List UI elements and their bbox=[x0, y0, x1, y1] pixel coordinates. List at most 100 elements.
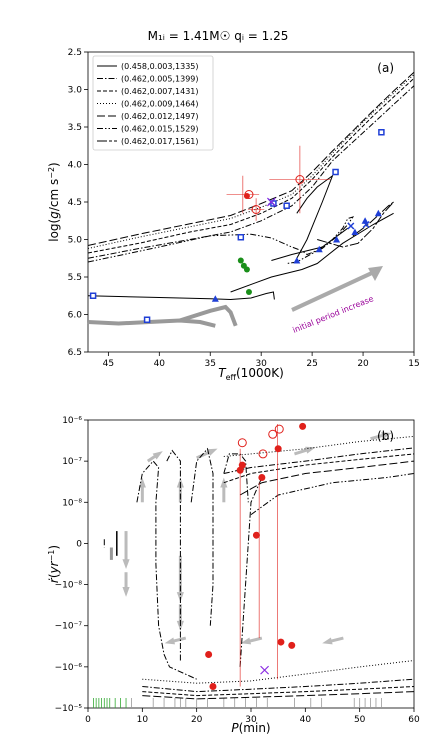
panel-b-red-point bbox=[258, 474, 266, 482]
panel-b-ytick-label: −10⁻⁶ bbox=[55, 663, 83, 673]
panel-b: 0 10 20 30 40 50 60 −10⁻⁵ −10⁻⁶ −10⁻⁷ −10⁻⁸ 0 10⁻⁸ 10… bbox=[47, 416, 420, 735]
panel-b-rug bbox=[93, 698, 382, 708]
panel-b-red-point bbox=[209, 682, 217, 690]
panel-a-legend-entry: (0.462,0.009,1464) bbox=[121, 100, 199, 109]
panel-a-red-open-point bbox=[295, 175, 305, 184]
panel-b-track bbox=[223, 453, 415, 484]
panel-b-xtick-label: 50 bbox=[354, 715, 366, 725]
panel-a-green-point bbox=[245, 289, 252, 295]
panel-a-blue-square bbox=[237, 234, 245, 241]
panel-b-red-open-point bbox=[237, 438, 247, 448]
panel-b-red-open-point bbox=[258, 449, 268, 459]
panel-a-blue-triangle bbox=[374, 209, 382, 217]
panel-b-track bbox=[223, 447, 415, 474]
panel-b-tracks bbox=[103, 435, 415, 700]
panel-b-track bbox=[142, 686, 415, 697]
panel-a-legend-entry: (0.462,0.017,1561) bbox=[121, 137, 199, 146]
panel-b-red-point bbox=[299, 422, 307, 430]
panel-a-blue-square bbox=[283, 202, 290, 209]
panel-b-flow-arrowhead-icon bbox=[138, 477, 146, 488]
panel-a-ytick-label: 3.5 bbox=[68, 123, 82, 133]
panel-a-blue-square bbox=[378, 129, 385, 136]
period-increase-arrow bbox=[291, 266, 383, 312]
panel-b-flow-arrowhead-icon bbox=[122, 559, 130, 569]
panel-b-red-open-point bbox=[268, 429, 278, 439]
panel-a-ylabel: log(g/cm s−2) bbox=[47, 162, 61, 242]
panel-a-legend-entry: (0.462,0.007,1431) bbox=[121, 87, 199, 96]
panel-b-loop-track bbox=[136, 460, 197, 680]
panel-a-points bbox=[89, 129, 385, 323]
panel-a-red-open-point bbox=[251, 205, 261, 214]
arrow-head-icon bbox=[368, 266, 383, 281]
panel-b-xtick-label: 10 bbox=[137, 715, 149, 725]
panel-a-legend-entry: (0.458,0.003,1335) bbox=[121, 62, 199, 71]
panel-a-purple-cross bbox=[266, 197, 276, 207]
panel-a-legend-entry: (0.462,0.005,1399) bbox=[121, 75, 199, 84]
panel-b-loop-track bbox=[166, 449, 181, 661]
panel-a-track bbox=[296, 174, 334, 259]
panel-b-red-point bbox=[288, 641, 296, 649]
panel-a-ytick-label: 2.5 bbox=[68, 48, 82, 58]
panel-a-xtick-label: 15 bbox=[408, 359, 419, 369]
panel-a-blue-triangle bbox=[211, 295, 219, 302]
panel-b-ytick-label: −10⁻⁵ bbox=[55, 704, 83, 714]
panel-a-xtick-label: 35 bbox=[205, 359, 216, 369]
panel-b-red-point bbox=[277, 638, 285, 646]
panel-a-xtick-label: 20 bbox=[357, 359, 369, 369]
panel-a-legend: (0.458,0.003,1335) (0.462,0.005,1399) (0.4… bbox=[92, 55, 214, 151]
panel-b-points bbox=[205, 422, 307, 690]
panel-b-track bbox=[142, 691, 415, 700]
panel-a-red-point bbox=[243, 193, 250, 199]
panel-a-green-point bbox=[243, 266, 250, 273]
panel-b-ytick-label: 0 bbox=[76, 539, 82, 549]
panel-b-flow-arrowhead-icon bbox=[122, 587, 130, 597]
panel-b-xtick-label: 30 bbox=[245, 715, 257, 725]
panel-a-ytick-label: 5.0 bbox=[68, 236, 83, 246]
panel-b-ytick-label: −10⁻⁸ bbox=[55, 581, 83, 591]
panel-a-series-line bbox=[87, 291, 275, 301]
panel-a-legend-box bbox=[92, 55, 214, 151]
panel-b-xtick-label: 40 bbox=[300, 715, 312, 725]
panel-b-track bbox=[142, 678, 415, 693]
panel-a-series-line bbox=[87, 77, 415, 254]
panel-a-series-line bbox=[87, 74, 415, 249]
panel-b-xtick-label: 0 bbox=[85, 715, 91, 725]
panel-b-red-open-point bbox=[274, 424, 284, 434]
panel-a-series-line bbox=[317, 201, 394, 248]
panel-b-label: (b) bbox=[377, 429, 394, 443]
panel-b-ylabel: ṙ(yr−1) bbox=[47, 545, 61, 583]
panel-b-track bbox=[223, 435, 415, 457]
panel-b-flow-arrowhead-icon bbox=[164, 637, 176, 645]
panel-b-xlabel: P(min) bbox=[231, 721, 270, 735]
panel-a-xtick-label: 25 bbox=[306, 359, 317, 369]
panel-b-xtick-label: 60 bbox=[408, 715, 420, 725]
panel-a-tracks bbox=[87, 71, 415, 328]
panel-a-series-line bbox=[87, 71, 415, 246]
panel-b-track bbox=[239, 460, 415, 496]
panel-b-loop-track bbox=[190, 447, 214, 626]
panel-b-red-point bbox=[274, 445, 282, 453]
panel-a-ytick-label: 6.5 bbox=[68, 348, 82, 358]
panel-a-series-line bbox=[87, 85, 415, 259]
panel-a-blue-square bbox=[89, 292, 97, 299]
panel-a-blue-triangle bbox=[293, 257, 301, 264]
panel-a-ytick-label: 3.0 bbox=[68, 86, 83, 96]
panel-a-xtick-label: 40 bbox=[154, 359, 166, 369]
panel-b-loop-track bbox=[239, 477, 263, 667]
panel-a-green-point bbox=[237, 257, 244, 264]
panel-a-blue-cross bbox=[347, 222, 355, 230]
panel-b-xtick-label: 20 bbox=[191, 715, 203, 725]
panel-a-blue-square bbox=[143, 316, 151, 323]
panel-a-xtick-label: 30 bbox=[255, 359, 267, 369]
panel-a-ticks: 45 40 35 30 25 20 15 2.5 3.0 3.5 4.0 4.5 5.0 5.5 6.0 6.… bbox=[68, 48, 420, 369]
figure-title: M₁ᵢ = 1.41M☉ qᵢ = 1.25 bbox=[148, 29, 289, 43]
panel-b-purple-cross bbox=[260, 665, 270, 675]
panel-b-flow-arrowhead-icon bbox=[322, 637, 333, 645]
panel-b-ticks: 0 10 20 30 40 50 60 −10⁻⁵ −10⁻⁶ −10⁻⁷ −10⁻⁸ 0 10⁻⁸ 10… bbox=[55, 416, 420, 725]
panel-a-track bbox=[230, 212, 394, 293]
panel-a-label: (a) bbox=[377, 61, 394, 75]
panel-b-red-point bbox=[252, 531, 260, 539]
period-increase-annotation: initial period increase bbox=[291, 294, 374, 335]
panel-b-red-point bbox=[205, 650, 213, 658]
panel-a: 45 40 35 30 25 20 15 2.5 3.0 3.5 4.0 4.5 5.0 5.5 6.0 6.… bbox=[47, 48, 420, 382]
